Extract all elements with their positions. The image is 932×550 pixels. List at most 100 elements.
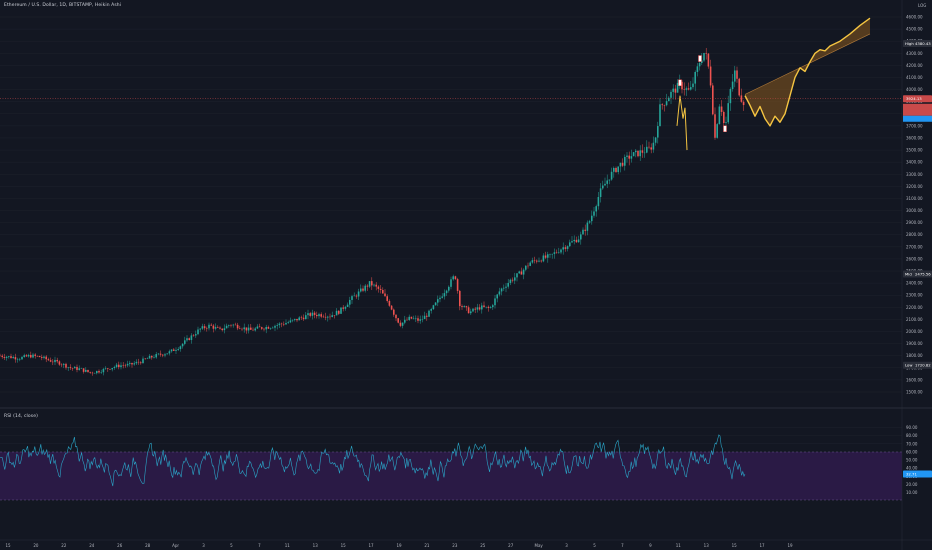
candle-body (617, 166, 619, 173)
candle-body (399, 322, 402, 326)
candle-body (272, 327, 274, 329)
candle-body (113, 366, 116, 369)
candle-body (668, 97, 670, 102)
candle-body (349, 299, 351, 305)
candle-body (599, 188, 602, 198)
price-tick-label: 2700.00 (906, 244, 923, 249)
candle-body (155, 354, 157, 358)
candle-body (404, 319, 406, 323)
candle-body (107, 368, 109, 369)
time-tick-label: 25 (480, 543, 486, 548)
candle-body (615, 167, 617, 173)
log-toggle[interactable]: LOG (918, 3, 926, 8)
candle-body (712, 85, 714, 115)
price-tick-label: 2900.00 (906, 220, 923, 225)
candle-body (516, 273, 518, 278)
projection-upper-line (744, 33, 871, 95)
candle-body (342, 307, 344, 309)
candle-body (118, 364, 120, 368)
candle-body (621, 162, 624, 166)
rsi-legend: RSI (14, close) (4, 414, 38, 419)
candle-body (507, 282, 509, 287)
candle-body (122, 365, 124, 366)
candle-body (560, 249, 562, 253)
candle-body (707, 53, 710, 67)
price-tick-label: 3400.00 (906, 160, 923, 165)
price-tick-label: 3700.00 (906, 123, 923, 128)
candle-body (597, 197, 600, 207)
candle-body (76, 366, 78, 370)
time-tick-label: 15 (732, 543, 738, 548)
candle-body (5, 356, 8, 358)
candle-body (443, 293, 446, 297)
candle-body (188, 338, 190, 340)
candle-body (696, 66, 699, 72)
candle-body (10, 356, 12, 359)
price-tick-label: 3600.00 (906, 135, 923, 140)
candle-body (146, 358, 149, 360)
candle-body (140, 362, 142, 364)
candle-body (214, 327, 217, 329)
candle-body (734, 70, 736, 82)
candle-body (529, 262, 531, 266)
candle-body (324, 316, 327, 318)
candle-body (184, 340, 186, 344)
price-tick-label: 3100.00 (906, 196, 923, 201)
price-tick-label: 4200.00 (906, 63, 923, 68)
time-tick-label: 15 (5, 543, 11, 548)
candle-body (263, 328, 265, 330)
candle-body (505, 286, 507, 288)
candle-body (437, 299, 439, 303)
candle-body (219, 327, 221, 329)
candle-body (452, 276, 454, 280)
svg-text:High: High (905, 41, 914, 46)
candle-body (373, 284, 375, 286)
candle-body (280, 323, 283, 325)
candle-body (14, 357, 17, 360)
candle-body (382, 289, 384, 294)
projection-band (745, 18, 870, 126)
candle-body (595, 206, 597, 212)
candle-body (291, 319, 294, 321)
candle-body (203, 326, 206, 329)
candle-body (3, 356, 6, 358)
candle-body (665, 101, 668, 106)
candle-body (230, 325, 232, 326)
candle-body (93, 373, 96, 374)
candle-body (71, 368, 74, 369)
price-tick-label: 1800.00 (906, 353, 923, 358)
candle-body (67, 367, 69, 368)
candle-body (553, 252, 556, 254)
candle-body (192, 335, 195, 336)
candle-body (489, 307, 492, 308)
candle-body (725, 122, 727, 124)
candle-body (608, 179, 611, 181)
rsi-tick-label: 80.00 (906, 433, 918, 438)
projection-line (744, 17, 871, 127)
candle-body (485, 306, 487, 308)
candle-body (390, 305, 393, 310)
candle-body (206, 328, 208, 329)
candle-body (335, 310, 338, 316)
candle-body (239, 328, 241, 329)
candle-body (360, 288, 362, 292)
candle-body (338, 310, 340, 314)
candle-body (434, 302, 437, 306)
rsi-tick-label: 40.00 (906, 466, 918, 471)
candle-body (562, 247, 564, 250)
candle-body (298, 317, 300, 321)
price-tick-label: 4300.00 (906, 51, 923, 56)
candle-body (527, 265, 529, 267)
candle-body (584, 229, 586, 231)
candle-body (593, 211, 595, 216)
candle-body (186, 338, 188, 341)
candle-body (221, 328, 223, 331)
time-tick-label: 28 (145, 543, 151, 548)
price-series (0, 47, 745, 376)
time-tick-label: 7 (621, 543, 624, 548)
candle-body (654, 137, 657, 143)
candle-body (637, 150, 639, 157)
price-tick-label: 2200.00 (906, 305, 923, 310)
candle-body (604, 183, 606, 186)
